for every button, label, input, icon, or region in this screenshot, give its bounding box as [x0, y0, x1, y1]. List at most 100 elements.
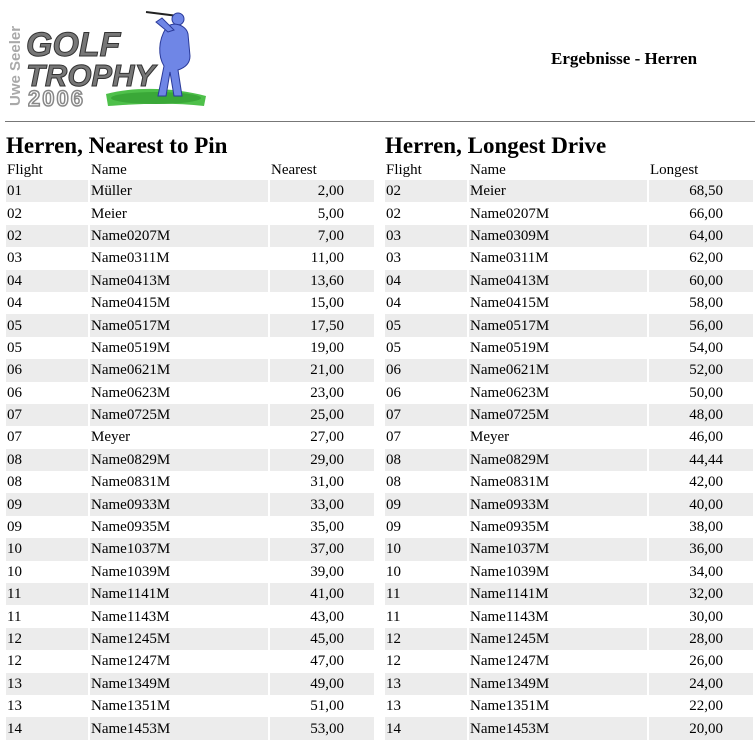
table-row: 11 Name1143M 43,00 — [6, 605, 374, 627]
cell-value: 52,00 — [649, 359, 753, 382]
table-row: 03 Name0311M 11,00 — [6, 247, 374, 269]
cell-flight: 09 — [7, 519, 22, 536]
column-header-name: Name — [470, 162, 506, 178]
table-row: 08 Name0829M 44,44 — [385, 448, 753, 472]
cell-value: 27,00 — [310, 429, 344, 446]
cell-value: 11,00 — [310, 250, 344, 267]
cell-name: Name1037M — [469, 538, 647, 561]
cell-name: Meier — [91, 205, 127, 222]
table-row: 13 Name1349M 24,00 — [385, 672, 753, 695]
longest-heading: Herren, Longest Drive — [385, 133, 607, 158]
cell-flight: 14 — [385, 717, 467, 740]
table-row: 09 Name0935M 35,00 — [6, 516, 374, 538]
cell-name: Name0415M — [470, 295, 550, 312]
cell-value: 48,00 — [649, 403, 753, 427]
cell-flight: 11 — [386, 608, 401, 625]
cell-flight: 10 — [386, 563, 401, 580]
cell-name: Name0309M — [469, 224, 647, 248]
table-row: 05 Name0517M 17,50 — [6, 314, 374, 337]
cell-value: 37,00 — [270, 538, 374, 561]
cell-flight: 13 — [6, 672, 88, 695]
golf-trophy-logo: Uwe Seeler GOLF TROPHY 2006 — [7, 11, 206, 110]
logo-year-text: 2006 — [28, 86, 85, 110]
cell-value: 42,00 — [689, 474, 723, 491]
cell-value: 47,00 — [310, 653, 344, 670]
table-row: 07 Meyer 46,00 — [385, 426, 753, 448]
column-header-nearest: Nearest — [271, 162, 317, 178]
table-row: 13 Name1351M 51,00 — [6, 695, 374, 717]
table-row: 05 Name0519M 54,00 — [385, 337, 753, 359]
cell-flight: 08 — [6, 448, 88, 472]
cell-flight: 06 — [386, 384, 401, 401]
cell-name: Name1245M — [469, 627, 647, 651]
cell-flight: 12 — [7, 653, 22, 670]
table-row: 05 Name0519M 19,00 — [6, 337, 374, 359]
cell-name: Name0311M — [91, 250, 170, 267]
table-row: 14 Name1453M 53,00 — [6, 717, 374, 740]
cell-flight: 13 — [386, 698, 401, 715]
cell-flight: 02 — [7, 205, 22, 222]
column-header-flight: Flight — [386, 162, 422, 178]
table-row: 10 Name1037M 37,00 — [6, 538, 374, 561]
cell-value: 45,00 — [270, 627, 374, 651]
table-row: 10 Name1037M 36,00 — [385, 538, 753, 561]
cell-value: 30,00 — [689, 608, 723, 625]
cell-flight: 08 — [7, 474, 22, 491]
cell-flight: 10 — [6, 538, 88, 561]
table-row: 04 Name0413M 13,60 — [6, 269, 374, 292]
cell-flight: 04 — [385, 269, 467, 292]
cell-value: 7,00 — [270, 224, 374, 248]
cell-flight: 02 — [6, 224, 88, 248]
cell-flight: 10 — [385, 538, 467, 561]
cell-flight: 01 — [6, 180, 88, 203]
table-row: 13 Name1349M 49,00 — [6, 672, 374, 695]
table-row: 05 Name0517M 56,00 — [385, 314, 753, 337]
cell-flight: 04 — [7, 295, 22, 312]
cell-value: 68,50 — [649, 180, 753, 203]
cell-name: Name0413M — [469, 269, 647, 292]
cell-flight: 11 — [385, 583, 467, 606]
cell-name: Name0517M — [469, 314, 647, 337]
cell-value: 66,00 — [689, 205, 723, 222]
cell-name: Name0413M — [90, 269, 268, 292]
cell-value: 15,00 — [310, 295, 344, 312]
cell-value: 26,00 — [689, 653, 723, 670]
cell-flight: 05 — [385, 314, 467, 337]
table-row: 04 Name0413M 60,00 — [385, 269, 753, 292]
cell-name: Name0207M — [470, 205, 550, 222]
table-row: 12 Name1245M 45,00 — [6, 627, 374, 651]
cell-name: Name0725M — [90, 403, 268, 427]
table-row: 07 Name0725M 25,00 — [6, 403, 374, 427]
cell-value: 39,00 — [310, 563, 344, 580]
cell-value: 21,00 — [270, 359, 374, 382]
golfer-icon — [145, 11, 191, 97]
table-row: 01 Müller 2,00 — [6, 180, 374, 203]
cell-value: 50,00 — [689, 384, 723, 401]
cell-flight: 07 — [386, 429, 401, 446]
cell-flight: 13 — [7, 698, 22, 715]
table-row: 04 Name0415M 58,00 — [385, 292, 753, 314]
cell-name: Name0935M — [91, 519, 171, 536]
cell-flight: 08 — [386, 474, 401, 491]
cell-name: Name0623M — [91, 384, 171, 401]
cell-name: Name1453M — [90, 717, 268, 740]
cell-value: 17,50 — [270, 314, 374, 337]
cell-value: 33,00 — [270, 493, 374, 516]
cell-name: Name0621M — [469, 359, 647, 382]
cell-flight: 03 — [7, 250, 22, 267]
header-divider — [5, 121, 755, 122]
cell-flight: 09 — [386, 519, 401, 536]
column-header-name: Name — [91, 162, 127, 178]
cell-value: 19,00 — [310, 339, 344, 356]
cell-value: 56,00 — [649, 314, 753, 337]
cell-flight: 06 — [6, 359, 88, 382]
cell-flight: 08 — [385, 448, 467, 472]
cell-name: Name0519M — [91, 339, 171, 356]
cell-name: Name1351M — [91, 698, 171, 715]
table-header-row: Flight Name Longest — [385, 160, 753, 180]
cell-value: 5,00 — [317, 205, 344, 222]
cell-value: 36,00 — [649, 538, 753, 561]
cell-name: Name1245M — [90, 627, 268, 651]
cell-flight: 07 — [385, 403, 467, 427]
cell-name: Name0935M — [470, 519, 550, 536]
